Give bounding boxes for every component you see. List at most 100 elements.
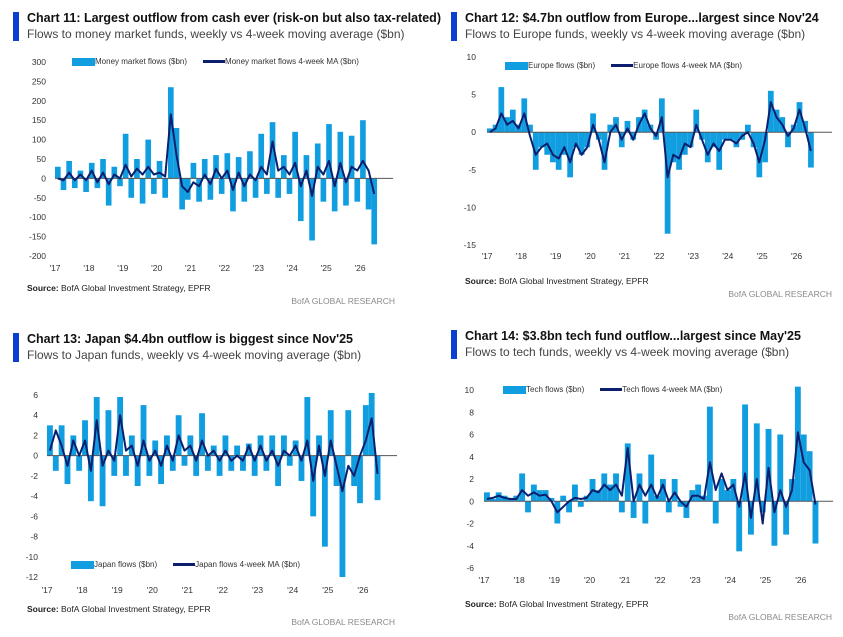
flow-bar — [785, 132, 791, 148]
flow-bar — [111, 166, 118, 179]
flow-bar — [140, 405, 147, 456]
moving-average-line — [57, 113, 376, 197]
flow-bar — [196, 178, 202, 202]
y-tick-label: 100 — [32, 135, 46, 145]
flow-bar — [222, 435, 229, 456]
flow-bar — [624, 120, 631, 133]
x-tick-label: '22 — [219, 263, 230, 273]
flow-bar — [724, 490, 731, 502]
flow-bar — [240, 455, 246, 471]
flow-bar — [64, 455, 71, 484]
chart-12-title: Chart 12: $4.7bn outflow from Europe...l… — [465, 11, 819, 25]
flow-bar — [733, 132, 740, 148]
flow-bar — [82, 420, 88, 456]
flow-bar — [527, 124, 533, 133]
y-tick-label: -8 — [30, 532, 38, 542]
y-tick-label: 250 — [32, 76, 46, 86]
flow-bar — [281, 435, 287, 456]
y-tick-label: 0 — [471, 127, 476, 137]
flow-bar — [193, 455, 200, 476]
flow-bar — [771, 501, 778, 546]
legend-label: Europe flows ($bn) — [528, 61, 596, 70]
flow-bar — [519, 473, 526, 502]
chart-11-source: Source: BofA Global Investment Strategy,… — [27, 283, 211, 293]
flow-bar — [722, 132, 728, 140]
flow-bar — [704, 132, 711, 163]
x-tick-label: '18 — [514, 575, 525, 585]
flow-bar — [70, 435, 77, 456]
flow-bar — [292, 131, 298, 179]
x-tick-label: '25 — [760, 575, 771, 585]
flow-bar — [145, 139, 152, 179]
flow-bar — [122, 133, 129, 179]
flow-bar — [773, 109, 780, 133]
title-accent-bar — [451, 12, 457, 41]
flow-bar — [374, 455, 381, 501]
x-tick-label: '23 — [688, 251, 699, 261]
y-tick-label: 0 — [469, 496, 474, 506]
chart-14-title: Chart 14: $3.8bn tech fund outflow...lar… — [465, 329, 801, 343]
flow-bar — [235, 157, 242, 179]
flow-bar — [66, 160, 72, 179]
flow-bar — [806, 451, 813, 502]
flow-bar — [310, 455, 317, 517]
flow-bar — [624, 443, 631, 502]
flow-bar — [327, 410, 334, 456]
flow-bar — [169, 455, 176, 471]
y-tick-label: -150 — [29, 232, 46, 242]
legend-line-swatch — [173, 563, 196, 566]
flow-bar — [275, 455, 281, 486]
flow-bar — [168, 87, 174, 179]
y-tick-label: -5 — [468, 165, 476, 175]
flow-bar — [71, 178, 78, 189]
flow-bar — [179, 178, 185, 210]
flow-bar — [695, 484, 702, 502]
flow-bar — [320, 178, 327, 202]
x-tick-label: '17 — [41, 585, 52, 595]
flow-bar — [60, 178, 67, 191]
flow-bar — [190, 162, 197, 179]
chart-11-legend: Money market flows ($bn) Money market fl… — [72, 57, 359, 66]
flow-bar — [76, 455, 83, 471]
x-tick-label: '23 — [252, 585, 263, 595]
chart-14-source: Source: BofA Global Investment Strategy,… — [465, 599, 649, 609]
flow-bar — [47, 425, 53, 456]
flow-bar — [258, 133, 265, 179]
flow-bar — [660, 479, 666, 502]
flow-bar — [184, 178, 191, 200]
legend-bar-swatch — [503, 385, 526, 394]
legend-label: Tech flows 4-week MA ($bn) — [622, 385, 723, 394]
x-tick-label: '21 — [619, 575, 630, 585]
flow-bar — [146, 455, 153, 476]
flow-bar — [252, 178, 259, 198]
legend-line-swatch — [600, 388, 623, 391]
title-accent-bar — [13, 12, 19, 41]
chart-11-subtitle: Flows to money market funds, weekly vs 4… — [27, 27, 405, 41]
x-tick-label: '23 — [253, 263, 264, 273]
flow-bar — [753, 423, 760, 502]
flow-bar — [560, 495, 567, 502]
flow-bar — [578, 132, 585, 155]
y-tick-label: 10 — [465, 385, 475, 395]
source-text: BofA Global Investment Strategy, EPFR — [496, 599, 649, 609]
y-tick-label: -6 — [30, 511, 38, 521]
flow-bar — [298, 455, 305, 481]
flow-bar — [105, 410, 112, 456]
flow-bar — [800, 434, 807, 502]
x-tick-label: '20 — [584, 575, 595, 585]
flow-bar — [181, 455, 188, 466]
legend-label: Tech flows ($bn) — [526, 385, 585, 394]
flow-bar — [87, 455, 94, 502]
flow-bar — [275, 178, 281, 198]
flow-bar — [794, 386, 801, 502]
flow-bar — [742, 404, 748, 502]
flow-bar — [762, 132, 768, 163]
y-tick-label: -10 — [26, 552, 39, 562]
flow-bar — [304, 397, 311, 456]
x-tick-label: '19 — [117, 263, 128, 273]
chart-13-title: Chart 13: Japan $4.4bn outflow is bigges… — [27, 332, 353, 346]
chart-12-brand: BofA GLOBAL RESEARCH — [728, 289, 832, 299]
flow-bar — [555, 132, 562, 170]
flow-bar — [204, 455, 211, 471]
flow-bar — [83, 178, 89, 192]
